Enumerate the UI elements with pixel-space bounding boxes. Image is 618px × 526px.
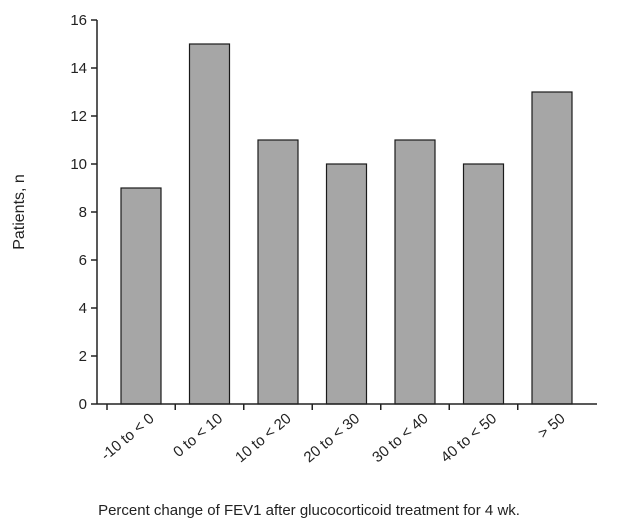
y-ticks-group: 0 2 4 6 8 10 12 14 16 bbox=[70, 12, 97, 413]
y-tick-label-6: 12 bbox=[70, 108, 87, 125]
x-tick-label-5: 40 to < 50 bbox=[438, 410, 500, 466]
y-tick-label-3: 6 bbox=[79, 252, 87, 269]
x-tick-label-2: 10 to < 20 bbox=[232, 410, 294, 466]
y-tick-label-7: 14 bbox=[70, 60, 87, 77]
x-tick-label-6: > 50 bbox=[535, 410, 569, 442]
bar-4 bbox=[395, 140, 435, 404]
bars-group bbox=[121, 44, 572, 404]
x-tick-label-1: 0 to < 10 bbox=[170, 410, 226, 461]
y-tick-label-1: 2 bbox=[79, 348, 87, 365]
y-axis-label: Patients, n bbox=[11, 174, 28, 250]
bar-5 bbox=[464, 164, 504, 404]
x-tick-label-0: -10 to < 0 bbox=[98, 410, 158, 464]
y-tick-label-5: 10 bbox=[70, 156, 87, 173]
bar-0 bbox=[121, 188, 161, 404]
bar-2 bbox=[258, 140, 298, 404]
x-tick-label-4: 30 to < 40 bbox=[369, 410, 431, 466]
bar-1 bbox=[190, 44, 230, 404]
y-tick-label-0: 0 bbox=[79, 396, 87, 413]
bar-3 bbox=[327, 164, 367, 404]
bar-6 bbox=[532, 92, 572, 404]
y-tick-label-2: 4 bbox=[79, 300, 87, 317]
y-tick-label-8: 16 bbox=[70, 12, 87, 29]
y-tick-label-4: 8 bbox=[79, 204, 87, 221]
x-axis-label: Percent change of FEV1 after glucocortic… bbox=[98, 502, 520, 519]
x-tick-label-3: 20 to < 30 bbox=[301, 410, 363, 466]
